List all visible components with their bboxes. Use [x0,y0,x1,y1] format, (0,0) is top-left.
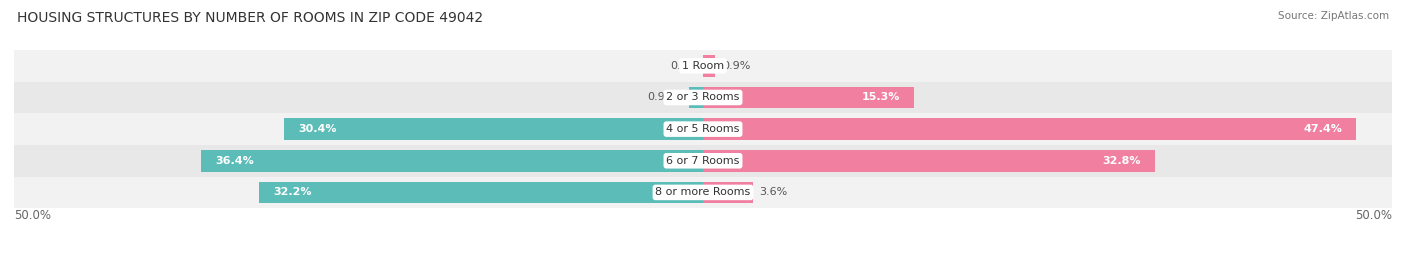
Bar [14,50,1392,82]
Bar [201,150,703,172]
Bar [703,150,1154,172]
Bar [689,87,703,108]
Bar [703,182,752,203]
Text: 32.8%: 32.8% [1102,156,1142,166]
Legend: Owner-occupied, Renter-occupied: Owner-occupied, Renter-occupied [572,266,834,269]
Text: 36.4%: 36.4% [215,156,254,166]
Bar [284,118,703,140]
Bar [703,118,1357,140]
Text: 47.4%: 47.4% [1303,124,1343,134]
Text: 32.2%: 32.2% [273,187,312,197]
Text: 0.98%: 0.98% [647,93,682,102]
Text: 50.0%: 50.0% [14,209,51,222]
Text: 4 or 5 Rooms: 4 or 5 Rooms [666,124,740,134]
Text: 6 or 7 Rooms: 6 or 7 Rooms [666,156,740,166]
Text: 0.9%: 0.9% [723,61,751,71]
Text: 15.3%: 15.3% [862,93,900,102]
Bar [259,182,703,203]
Bar [14,113,1392,145]
Text: 2 or 3 Rooms: 2 or 3 Rooms [666,93,740,102]
Bar [14,176,1392,208]
Bar [703,87,914,108]
Text: 50.0%: 50.0% [1355,209,1392,222]
Text: Source: ZipAtlas.com: Source: ZipAtlas.com [1278,11,1389,21]
Bar [14,145,1392,176]
Text: 3.6%: 3.6% [759,187,787,197]
Text: 1 Room: 1 Room [682,61,724,71]
Bar [703,55,716,77]
Text: HOUSING STRUCTURES BY NUMBER OF ROOMS IN ZIP CODE 49042: HOUSING STRUCTURES BY NUMBER OF ROOMS IN… [17,11,484,25]
Text: 8 or more Rooms: 8 or more Rooms [655,187,751,197]
Bar [14,82,1392,113]
Text: 0.0%: 0.0% [671,61,699,71]
Text: 30.4%: 30.4% [298,124,336,134]
